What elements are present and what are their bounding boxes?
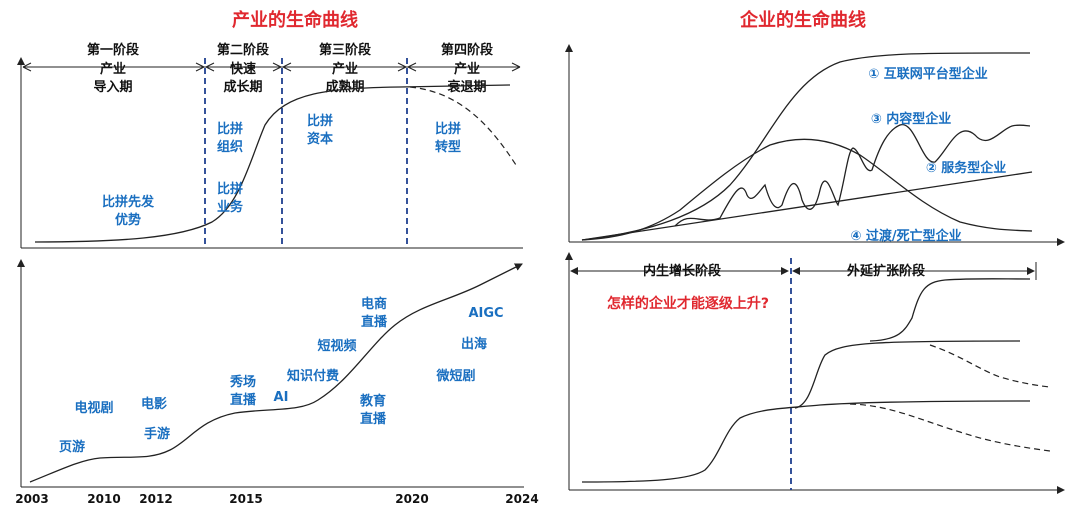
year-2015: 2015 [229, 492, 262, 506]
decline-path-upper [929, 344, 1051, 388]
svg-text:第四阶段: 第四阶段 [441, 42, 493, 58]
svg-text:成长期: 成长期 [223, 79, 262, 95]
svg-text:快速: 快速 [230, 61, 256, 77]
svg-text:比拼: 比拼 [307, 113, 333, 129]
external-expansion-label: 外延扩张阶段 [846, 263, 925, 279]
type-platform-label: ① 互联网平台型企业 [868, 66, 988, 82]
svg-text:教育: 教育 [359, 393, 386, 409]
stage-4-competition: 比拼 转型 [435, 121, 461, 155]
enterprise-lifecycle-title: 企业的生命曲线 [739, 9, 866, 31]
label-yeyou: 页游 [59, 439, 85, 455]
stage-4-heading: 第四阶段 产业 衰退期 [441, 42, 493, 95]
svg-text:电商: 电商 [361, 296, 387, 312]
label-xiuchang-zhibo: 秀场 直播 [229, 374, 257, 408]
label-jiaoyu-zhibo: 教育 直播 [359, 393, 387, 427]
svg-text:比拼: 比拼 [217, 181, 243, 197]
label-zhishi-fufei: 知识付费 [287, 368, 339, 384]
second-growth-curve [794, 340, 1021, 409]
base-growth-curve [581, 400, 1031, 483]
internal-growth-label: 内生增长阶段 [643, 263, 721, 279]
key-question: 怎样的企业才能逐级上升? [607, 295, 769, 312]
svg-text:第三阶段: 第三阶段 [319, 42, 371, 58]
industry-decline-curve [409, 86, 517, 166]
stage-arrowheads [22, 62, 521, 72]
year-2012: 2012 [139, 492, 172, 506]
label-dianshiju: 电视剧 [74, 400, 113, 416]
svg-text:导入期: 导入期 [93, 80, 132, 95]
svg-text:第一阶段: 第一阶段 [87, 42, 139, 58]
stage-2-competition-org: 比拼 组织 [217, 121, 243, 155]
year-2010: 2010 [87, 492, 120, 506]
stage-1-competition: 比拼先发 优势 [102, 194, 155, 228]
type-content-label: ③ 内容型企业 [871, 111, 952, 127]
enterprise-lifecycle-panel: ① 互联网平台型企业 ③ 内容型企业 ② 服务型企业 ④ 过渡/死亡型企业 [565, 44, 1065, 246]
svg-text:产业: 产业 [454, 61, 480, 77]
timeline-growth-curve [29, 263, 523, 483]
platform-enterprise-curve [581, 52, 1031, 241]
label-chuhai: 出海 [461, 336, 487, 352]
content-enterprise-curve [674, 124, 1031, 227]
label-aigc: AIGC [468, 306, 503, 321]
stage-3-competition: 比拼 资本 [307, 113, 333, 147]
svg-text:第二阶段: 第二阶段 [217, 42, 269, 58]
label-shouyou: 手游 [144, 426, 170, 442]
svg-text:资本: 资本 [307, 131, 333, 147]
svg-text:成熟期: 成熟期 [325, 79, 364, 95]
svg-text:比拼: 比拼 [435, 121, 461, 137]
label-weiduanju: 微短剧 [435, 368, 475, 384]
svg-text:秀场: 秀场 [229, 374, 256, 390]
svg-text:组织: 组织 [217, 139, 243, 155]
stage-2-competition-biz: 比拼 业务 [217, 181, 244, 215]
svg-text:直播: 直播 [360, 411, 387, 427]
svg-text:业务: 业务 [217, 199, 244, 215]
svg-text:产业: 产业 [332, 61, 358, 77]
industry-timeline-panel: 页游 电视剧 电影 手游 秀场 直播 AI 知识付费 短视频 电商 直播 教育 … [15, 259, 539, 506]
transition-enterprise-curve [581, 138, 1033, 241]
svg-text:衰退期: 衰退期 [446, 79, 486, 95]
year-2020: 2020 [395, 492, 428, 506]
svg-text:优势: 优势 [115, 212, 141, 228]
label-ai: AI [274, 390, 289, 405]
label-dianying: 电影 [141, 396, 167, 412]
industry-lifecycle-title: 产业的生命曲线 [232, 9, 358, 31]
year-2003: 2003 [15, 492, 48, 506]
svg-text:比拼: 比拼 [217, 121, 243, 137]
service-enterprise-line [581, 171, 1033, 241]
svg-text:产业: 产业 [100, 61, 126, 77]
year-2024: 2024 [505, 492, 538, 506]
type-transition-label: ④ 过渡/死亡型企业 [850, 228, 961, 244]
svg-text:比拼先发: 比拼先发 [102, 194, 155, 210]
label-dianshang-zhibo: 电商 直播 [361, 296, 388, 330]
industry-lifecycle-panel: 第一阶段 产业 导入期 第二阶段 快速 成长期 第三阶段 产业 成熟期 第四阶段… [17, 42, 523, 249]
industry-s-curve [34, 84, 511, 243]
label-duanshipin: 短视频 [317, 338, 356, 354]
svg-text:直播: 直播 [230, 392, 257, 408]
stage-1-heading: 第一阶段 产业 导入期 [87, 42, 139, 95]
third-growth-curve [869, 278, 1031, 342]
decline-path-lower [849, 403, 1051, 452]
type-service-label: ② 服务型企业 [926, 160, 1007, 176]
stage-3-heading: 第三阶段 产业 成熟期 [319, 42, 371, 95]
stage-2-heading: 第二阶段 快速 成长期 [217, 42, 269, 95]
enterprise-growth-panel: 内生增长阶段 外延扩张阶段 怎样的企业才能逐级上升? [565, 252, 1065, 494]
svg-text:转型: 转型 [435, 139, 461, 155]
svg-text:直播: 直播 [361, 314, 388, 330]
